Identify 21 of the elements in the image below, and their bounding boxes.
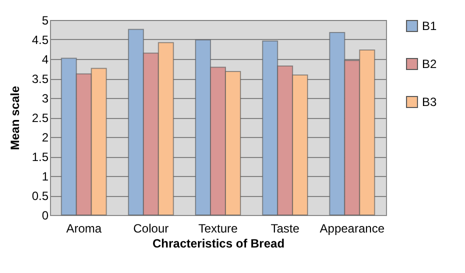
y-tick-label: 0.5: [32, 189, 49, 203]
x-axis-title: Chracteristics of Bread: [152, 236, 285, 250]
legend-label: B3: [422, 95, 438, 109]
legend-label: B2: [422, 57, 438, 71]
x-tick-label: Aroma: [66, 222, 102, 236]
legend-label: B1: [422, 19, 438, 33]
y-tick-label: 0: [42, 208, 49, 222]
x-tick-label: Taste: [270, 222, 300, 236]
y-tick-label: 3.5: [32, 72, 49, 86]
y-tick-label: 1: [42, 170, 49, 184]
y-tick-label: 5: [42, 14, 49, 28]
x-tick-label: Colour: [133, 222, 169, 236]
y-tick-label: 3: [42, 92, 49, 106]
y-tick-label: 4.5: [32, 33, 49, 47]
y-axis-title: Mean scale: [8, 86, 22, 150]
y-tick-label: 2.5: [32, 111, 49, 125]
x-tick-label: Texture: [198, 222, 238, 236]
y-tick-label: 4: [42, 52, 49, 66]
y-tick-label: 1.5: [32, 150, 49, 164]
x-tick-label: Appearance: [320, 222, 385, 236]
y-tick-label: 2: [42, 130, 49, 144]
